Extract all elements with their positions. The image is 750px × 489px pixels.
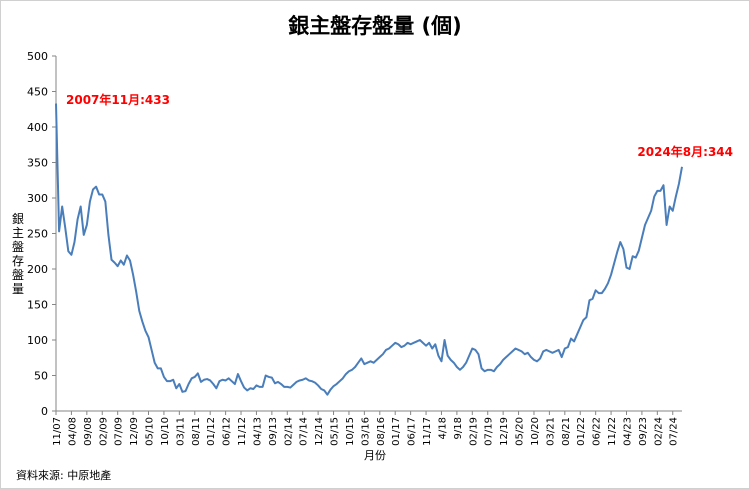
x-tick-label: 06/12 bbox=[222, 417, 233, 446]
x-tick-label: 04/08 bbox=[67, 417, 78, 446]
annotation-start: 2007年11月:433 bbox=[66, 92, 170, 107]
x-tick-label: 09/13 bbox=[268, 417, 279, 446]
x-tick-label: 11/07 bbox=[52, 417, 63, 446]
annotation-end: 2024年8月:344 bbox=[637, 144, 733, 159]
y-tick-label: 350 bbox=[27, 157, 48, 170]
x-tick-label: 02/09 bbox=[98, 417, 109, 446]
x-tick-label: 12/09 bbox=[129, 417, 140, 446]
x-tick-label: 08/16 bbox=[376, 417, 387, 446]
x-tick-label: 02/14 bbox=[283, 417, 294, 446]
x-tick-label: 01/17 bbox=[391, 417, 402, 446]
x-tick-label: 03/16 bbox=[360, 417, 371, 446]
y-tick-label: 450 bbox=[27, 86, 48, 99]
y-tick-label: 100 bbox=[27, 334, 48, 347]
x-tick-label: 9/18 bbox=[453, 417, 464, 439]
x-tick-label: 08/11 bbox=[191, 417, 202, 446]
x-tick-label: 07/19 bbox=[484, 417, 495, 446]
source-note: 資料來源: 中原地產 bbox=[16, 469, 112, 482]
x-tick-label: 02/19 bbox=[468, 417, 479, 446]
x-tick-label: 05/10 bbox=[145, 417, 156, 446]
x-tick-label: 10/10 bbox=[160, 417, 171, 446]
x-tick-label: 04/13 bbox=[252, 417, 263, 446]
x-tick-label: 06/17 bbox=[407, 417, 418, 446]
y-tick-label: 300 bbox=[27, 192, 48, 205]
x-tick-label: 06/22 bbox=[592, 417, 603, 446]
x-tick-label: 09/23 bbox=[638, 417, 649, 446]
x-tick-label: 10/15 bbox=[345, 417, 356, 446]
chart-title: 銀主盤存盤量 (個) bbox=[288, 14, 462, 38]
x-tick-label: 03/21 bbox=[545, 417, 556, 446]
x-tick-label: 10/20 bbox=[530, 417, 541, 446]
x-tick-label: 11/22 bbox=[607, 417, 618, 446]
x-tick-label: 12/14 bbox=[314, 417, 325, 446]
x-axis-label: 月份 bbox=[364, 449, 386, 462]
x-tick-label: 02/24 bbox=[653, 417, 664, 446]
y-tick-label: 500 bbox=[27, 50, 48, 63]
x-tick-label: 11/17 bbox=[422, 417, 433, 446]
x-tick-label: 09/08 bbox=[83, 417, 94, 446]
x-tick-label: 07/24 bbox=[669, 417, 680, 446]
y-tick-label: 400 bbox=[27, 121, 48, 134]
y-tick-label: 200 bbox=[27, 263, 48, 276]
x-tick-label: 07/09 bbox=[114, 417, 125, 446]
x-tick-label: 01/22 bbox=[576, 417, 587, 446]
y-tick-label: 50 bbox=[34, 370, 48, 383]
x-tick-label: 04/23 bbox=[622, 417, 633, 446]
x-tick-label: 11/12 bbox=[237, 417, 248, 446]
x-tick-label: 08/21 bbox=[561, 417, 572, 446]
x-tick-label: 07/14 bbox=[299, 417, 310, 446]
x-tick-label: 05/20 bbox=[515, 417, 526, 446]
x-tick-label: 05/15 bbox=[330, 417, 341, 446]
x-tick-label: 12/19 bbox=[499, 417, 510, 446]
y-tick-label: 150 bbox=[27, 299, 48, 312]
x-tick-label: 4/18 bbox=[437, 417, 448, 439]
y-tick-label: 250 bbox=[27, 228, 48, 241]
series-line bbox=[55, 103, 683, 396]
x-tick-label: 01/12 bbox=[206, 417, 217, 446]
x-tick-label: 03/11 bbox=[175, 417, 186, 446]
y-tick-label: 0 bbox=[41, 405, 48, 418]
y-axis-label: 銀主盤存盤量 bbox=[11, 212, 24, 296]
